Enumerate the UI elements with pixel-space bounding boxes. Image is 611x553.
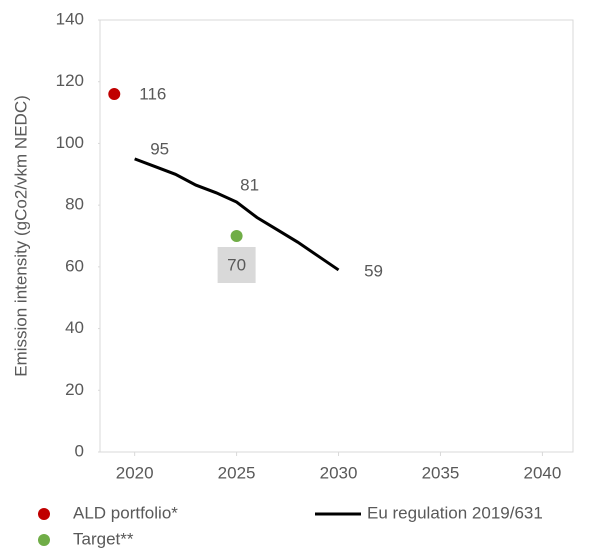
scatter-point — [108, 88, 121, 101]
data-label: 116 — [139, 85, 166, 104]
y-tick-label: 40 — [65, 318, 84, 337]
data-label: 59 — [364, 261, 383, 280]
legend-label: Eu regulation 2019/631 — [367, 503, 543, 522]
y-tick-label: 100 — [56, 133, 84, 152]
data-label-box — [217, 247, 256, 283]
y-tick-label: 120 — [56, 71, 84, 90]
data-label: 95 — [150, 139, 169, 158]
data-label: 70 — [227, 255, 246, 274]
plot-frame — [99, 19, 574, 453]
y-tick-label: 80 — [65, 195, 84, 214]
legend-swatch — [38, 508, 50, 520]
x-tick-label: 2025 — [218, 463, 256, 482]
y-tick-label: 140 — [56, 9, 84, 28]
y-tick-label: 20 — [65, 380, 84, 399]
data-label: 81 — [240, 176, 259, 195]
series-line — [134, 157, 340, 272]
legend-label: Target** — [73, 529, 134, 548]
legend-swatch — [38, 534, 50, 546]
y-tick-label: 60 — [65, 256, 84, 275]
legend-label: ALD portfolio* — [73, 503, 178, 522]
y-tick-label: 0 — [75, 441, 84, 460]
scatter-point — [230, 230, 243, 242]
x-tick-label: 2020 — [116, 463, 154, 482]
x-tick-label: 2035 — [422, 463, 460, 482]
y-axis-label: Emission intensity (gCo2/vkm NEDC) — [11, 95, 30, 377]
x-tick-label: 2030 — [320, 463, 358, 482]
x-tick-label: 2040 — [524, 463, 562, 482]
